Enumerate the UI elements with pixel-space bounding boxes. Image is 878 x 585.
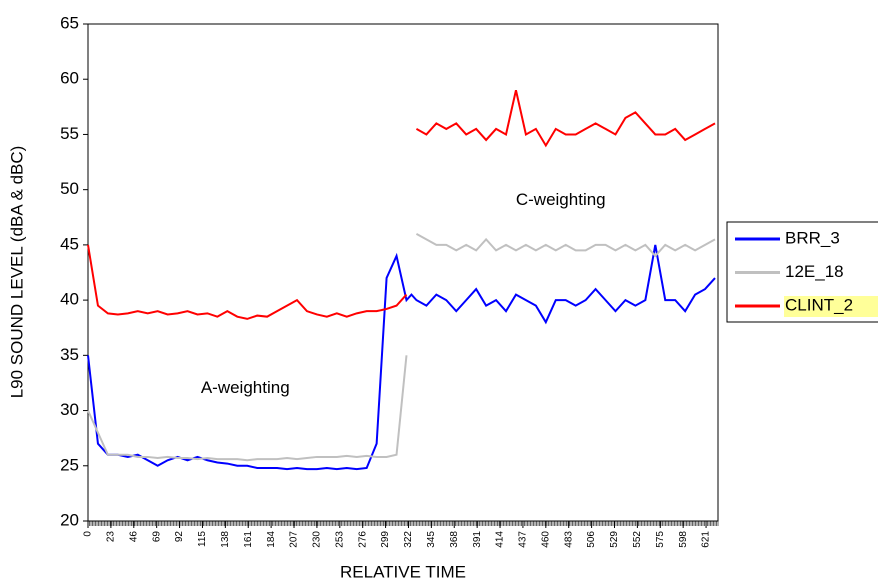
y-tick-label: 30 bbox=[60, 400, 79, 419]
x-axis-title: RELATIVE TIME bbox=[340, 562, 466, 581]
y-tick-label: 40 bbox=[60, 290, 79, 309]
y-tick-label: 25 bbox=[60, 455, 79, 474]
x-tick-label: 621 bbox=[701, 531, 712, 548]
y-tick-label: 35 bbox=[60, 345, 79, 364]
x-tick-label: 414 bbox=[495, 531, 506, 548]
y-tick-label: 50 bbox=[60, 179, 79, 198]
x-tick-label: 276 bbox=[357, 531, 368, 548]
y-tick-label: 55 bbox=[60, 124, 79, 143]
x-tick-label: 529 bbox=[609, 531, 620, 548]
x-tick-label: 46 bbox=[128, 531, 139, 543]
annotation: A-weighting bbox=[201, 378, 290, 397]
y-tick-label: 65 bbox=[60, 13, 79, 32]
x-tick-label: 391 bbox=[472, 531, 483, 548]
x-tick-label: 184 bbox=[266, 531, 277, 548]
x-tick-label: 575 bbox=[655, 531, 666, 548]
x-tick-label: 69 bbox=[151, 531, 162, 543]
x-tick-label: 368 bbox=[449, 531, 460, 548]
x-tick-label: 483 bbox=[563, 531, 574, 548]
x-tick-label: 23 bbox=[106, 531, 117, 543]
x-tick-label: 230 bbox=[312, 531, 323, 548]
line-series bbox=[87, 90, 716, 320]
legend-label: 12E_18 bbox=[785, 262, 844, 281]
x-tick-label: 92 bbox=[174, 531, 185, 543]
x-tick-label: 0 bbox=[83, 531, 94, 537]
legend-label: BRR_3 bbox=[785, 228, 840, 247]
y-axis-title: L90 SOUND LEVEL (dBA & dBC) bbox=[7, 146, 26, 399]
x-tick-label: 253 bbox=[334, 531, 345, 548]
plot-area bbox=[87, 23, 719, 522]
x-tick-label: 506 bbox=[586, 531, 597, 548]
legend-highlight bbox=[784, 296, 878, 317]
x-tick-label: 437 bbox=[518, 531, 529, 548]
y-tick-label: 45 bbox=[60, 234, 79, 253]
legend-label: CLINT_2 bbox=[785, 295, 853, 314]
x-tick-label: 345 bbox=[426, 531, 437, 548]
x-tick-label: 460 bbox=[540, 531, 551, 548]
x-tick-label: 552 bbox=[632, 531, 643, 548]
x-tick-label: 138 bbox=[220, 531, 231, 548]
y-tick-label: 20 bbox=[60, 510, 79, 529]
x-tick-label: 299 bbox=[380, 531, 391, 548]
line-series bbox=[87, 232, 716, 462]
x-tick-label: 115 bbox=[197, 531, 208, 547]
x-tick-label: 598 bbox=[678, 531, 689, 548]
y-tick-label: 60 bbox=[60, 69, 79, 88]
x-tick-label: 161 bbox=[243, 531, 254, 548]
annotation: C-weighting bbox=[516, 190, 606, 209]
x-tick-label: 322 bbox=[403, 531, 414, 548]
x-tick-label: 207 bbox=[289, 531, 300, 548]
